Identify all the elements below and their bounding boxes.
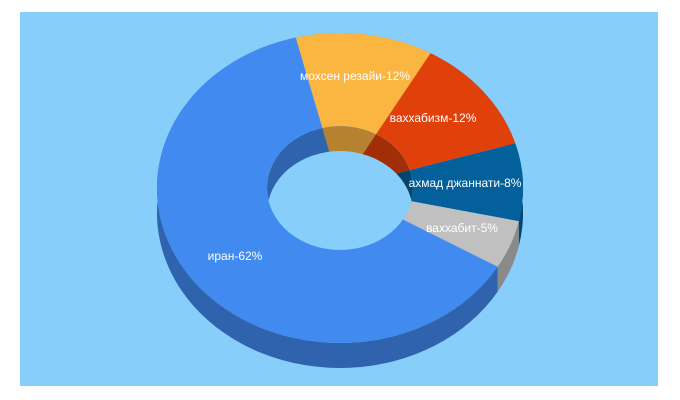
- slice: [295, 33, 431, 135]
- slice-label: иран-62%: [208, 249, 263, 263]
- slice-label: ахмад джаннати-8%: [409, 176, 522, 190]
- slice: [409, 143, 524, 222]
- slice: [156, 37, 498, 344]
- slice-label: ваххабит-5%: [426, 221, 498, 235]
- slice-label: мохсен резайи-12%: [300, 69, 410, 83]
- slice: [376, 53, 516, 171]
- slice-label: ваххабизм-12%: [390, 111, 477, 125]
- slice: [402, 201, 519, 267]
- slice-side: [497, 221, 519, 292]
